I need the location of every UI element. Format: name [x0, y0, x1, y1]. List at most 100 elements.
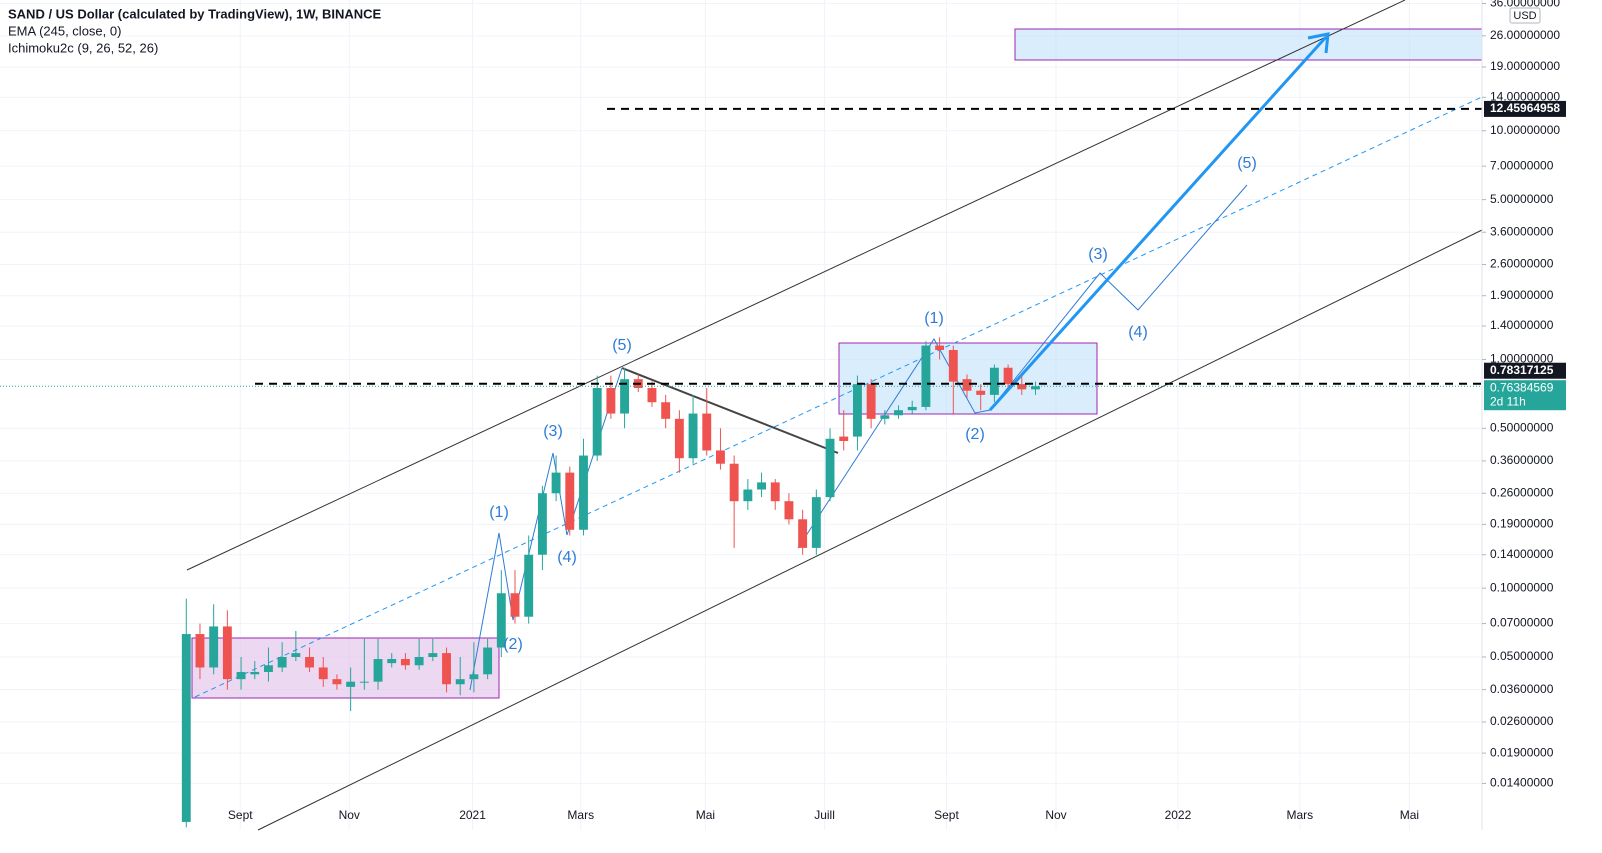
- candle-body: [209, 626, 219, 668]
- candle-body: [674, 418, 684, 459]
- candle-body: [496, 593, 506, 648]
- candle-body: [387, 659, 397, 664]
- candle-body: [620, 379, 630, 414]
- price-axis: [1482, 0, 1602, 848]
- x-tick-label: Mars: [1286, 808, 1313, 822]
- candle-body: [606, 388, 616, 414]
- candle-body: [907, 406, 917, 411]
- candle-body: [524, 554, 534, 617]
- x-tick-label: 2022: [1165, 808, 1192, 822]
- candle-body: [469, 674, 479, 680]
- y-tick-label: 0.26000000: [1490, 485, 1554, 499]
- candle-body: [222, 626, 232, 680]
- target-box: [1014, 28, 1483, 61]
- candle-body: [400, 659, 410, 666]
- wave-label: (2): [503, 636, 523, 653]
- wave-path: [469, 367, 623, 691]
- candle-body: [346, 681, 356, 687]
- y-tick-label: 0.05000000: [1490, 649, 1554, 663]
- candle-body: [332, 679, 342, 685]
- wave-label: (3): [1088, 246, 1108, 263]
- price-label-bg: [1484, 380, 1566, 411]
- wave-label: (3): [543, 423, 563, 440]
- candle-body: [318, 667, 328, 680]
- chart-title: SAND / US Dollar (calculated by TradingV…: [8, 6, 382, 21]
- wave-label: (4): [557, 549, 577, 566]
- level-label-bg: [1484, 362, 1566, 379]
- y-tick-label: 10.00000000: [1490, 123, 1560, 137]
- target-arrow: [988, 35, 1328, 412]
- candle-body: [825, 438, 835, 498]
- x-tick-label: Sept: [228, 808, 253, 822]
- y-tick-label: 3.60000000: [1490, 224, 1554, 238]
- candle-body: [373, 659, 383, 682]
- candle-body: [565, 472, 575, 530]
- y-tick-label: 1.40000000: [1490, 318, 1554, 332]
- candle-body: [414, 656, 424, 666]
- candle-body: [1031, 386, 1040, 390]
- candle-body: [743, 489, 753, 502]
- candle-body: [989, 367, 999, 395]
- candle-body: [921, 345, 931, 407]
- candle-body: [661, 402, 671, 419]
- candle-body: [647, 388, 657, 403]
- candle-body: [1003, 367, 1013, 385]
- candle-body: [291, 653, 301, 657]
- candle-body: [935, 345, 945, 350]
- candle-body: [195, 634, 205, 668]
- candle-body: [976, 390, 986, 395]
- candle-body: [757, 482, 766, 490]
- indicator: Ichimoku2c (9, 26, 52, 26): [8, 40, 158, 55]
- x-tick-label: Juill: [814, 808, 835, 822]
- candle-body: [811, 497, 821, 548]
- candle-body: [455, 679, 465, 685]
- wave-label: (5): [612, 337, 632, 354]
- y-tick-label: 0.03600000: [1490, 682, 1554, 696]
- y-tick-label: 0.10000000: [1490, 580, 1554, 594]
- candle-body: [236, 671, 246, 680]
- currency-box: [1509, 7, 1541, 24]
- candle-body: [894, 410, 903, 416]
- candle-body: [880, 415, 890, 419]
- candle-body: [442, 653, 451, 685]
- y-tick-label: 5.00000000: [1490, 192, 1554, 206]
- candle-body: [359, 681, 369, 683]
- x-tick-label: Mai: [1400, 808, 1419, 822]
- level-label: 0.78317125: [1490, 363, 1554, 377]
- y-tick-label: 0.36000000: [1490, 453, 1554, 467]
- candle-body: [181, 634, 191, 822]
- candle-body: [277, 656, 287, 668]
- candle-body: [784, 501, 794, 520]
- x-tick-label: Mai: [696, 808, 715, 822]
- wave-label: (2): [965, 426, 985, 443]
- currency: USD: [1513, 10, 1536, 22]
- candle-body: [866, 384, 876, 419]
- y-tick-label: 1.90000000: [1490, 288, 1554, 302]
- y-tick-label: 7.00000000: [1490, 158, 1554, 172]
- candle-body: [770, 482, 780, 502]
- candle-body: [592, 388, 602, 456]
- y-tick-label: 26.00000000: [1490, 28, 1560, 42]
- candle-body: [702, 413, 712, 451]
- trend-line: [621, 367, 839, 454]
- x-tick-label: Sept: [934, 808, 959, 822]
- price-label: 0.76384569: [1490, 380, 1554, 394]
- candle-body: [428, 653, 438, 657]
- y-tick-label: 0.02600000: [1490, 714, 1554, 728]
- y-tick-label: 14.00000000: [1490, 90, 1560, 104]
- candle-body: [948, 349, 958, 382]
- wave-label: (5): [1237, 155, 1257, 172]
- channel-mid: [194, 96, 1483, 698]
- candle-body: [483, 647, 493, 675]
- level-label: 12.45964958: [1490, 101, 1560, 115]
- y-tick-label: 0.01400000: [1490, 776, 1554, 790]
- x-tick-label: Nov: [1045, 808, 1066, 822]
- candle-body: [1017, 384, 1027, 390]
- candle-body: [962, 379, 972, 391]
- channel-upper: [186, 0, 1406, 571]
- y-tick-label: 0.01900000: [1490, 745, 1554, 759]
- x-tick-label: Nov: [339, 808, 360, 822]
- y-tick-label: 1.00000000: [1490, 352, 1554, 366]
- candle-body: [798, 519, 808, 548]
